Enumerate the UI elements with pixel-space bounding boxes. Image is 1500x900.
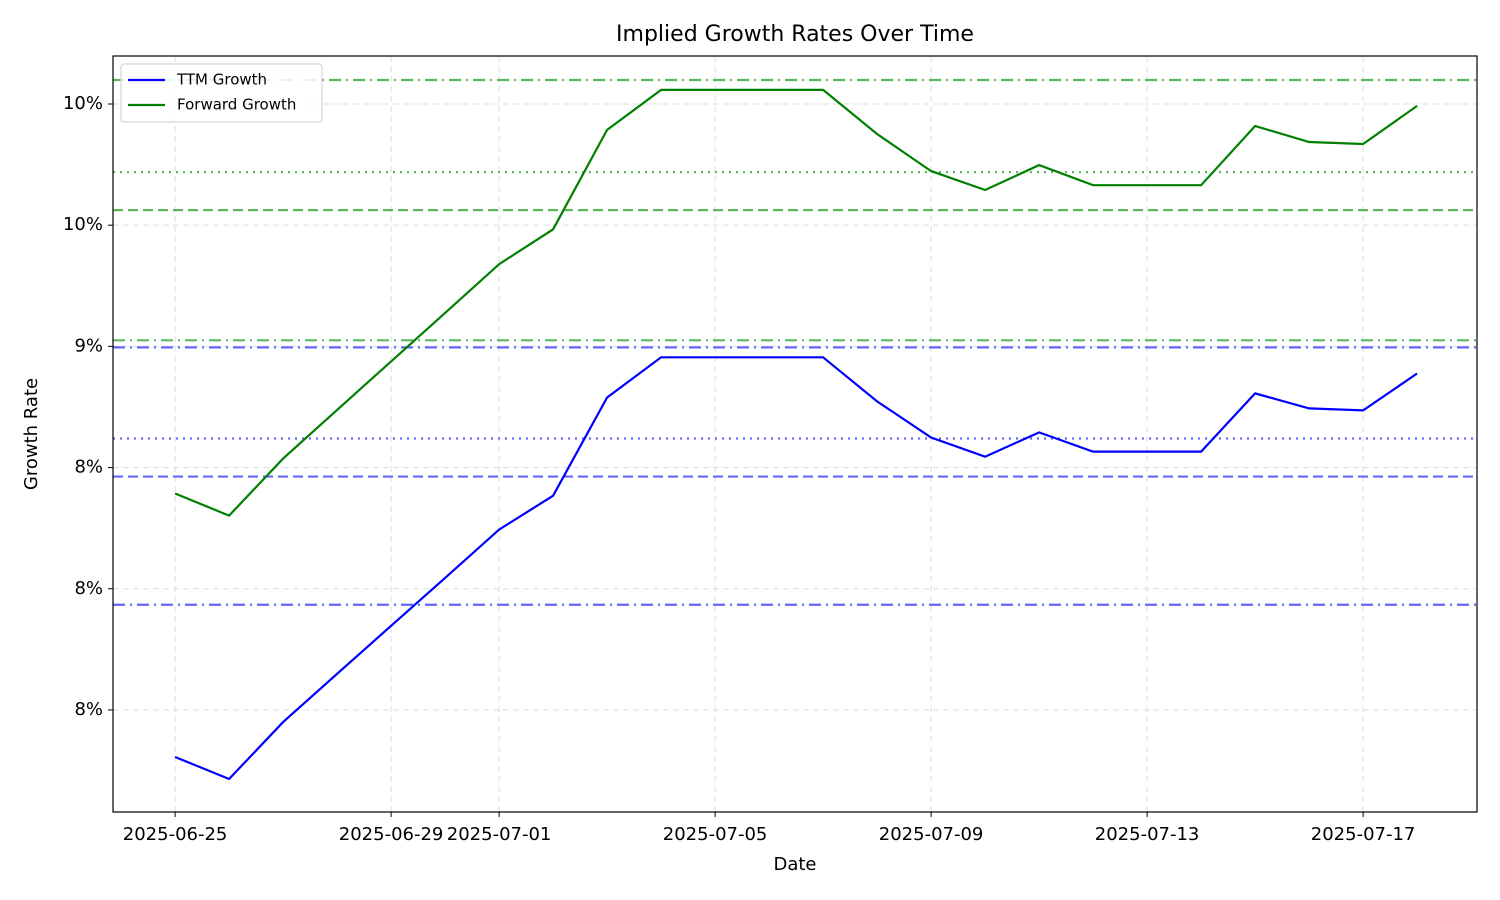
y-tick-label: 8% (74, 578, 103, 599)
legend-label: TTM Growth (176, 71, 267, 89)
x-tick-label: 2025-07-13 (1095, 824, 1200, 845)
y-tick-label: 10% (63, 214, 103, 235)
legend-box (120, 63, 323, 123)
y-tick-label: 8% (74, 699, 103, 720)
x-tick-label: 2025-07-17 (1311, 824, 1416, 845)
y-tick-label: 9% (74, 335, 103, 356)
plot-frame (112, 55, 1478, 813)
y-tick-label: 10% (63, 93, 103, 114)
y-tick-label: 8% (74, 457, 103, 478)
x-tick-label: 2025-07-05 (663, 824, 768, 845)
data-line (174, 88, 1418, 517)
chart-title: Implied Growth Rates Over Time (616, 22, 974, 47)
data-line (174, 356, 1418, 781)
x-tick-label: 2025-06-25 (123, 824, 228, 845)
x-tick-label: 2025-06-29 (339, 824, 444, 845)
x-tick-label: 2025-07-09 (879, 824, 984, 845)
x-tick-label: 2025-07-01 (447, 824, 552, 845)
y-axis-label: Growth Rate (21, 378, 42, 490)
legend-label: Forward Growth (177, 96, 296, 114)
x-axis-label: Date (773, 854, 816, 875)
